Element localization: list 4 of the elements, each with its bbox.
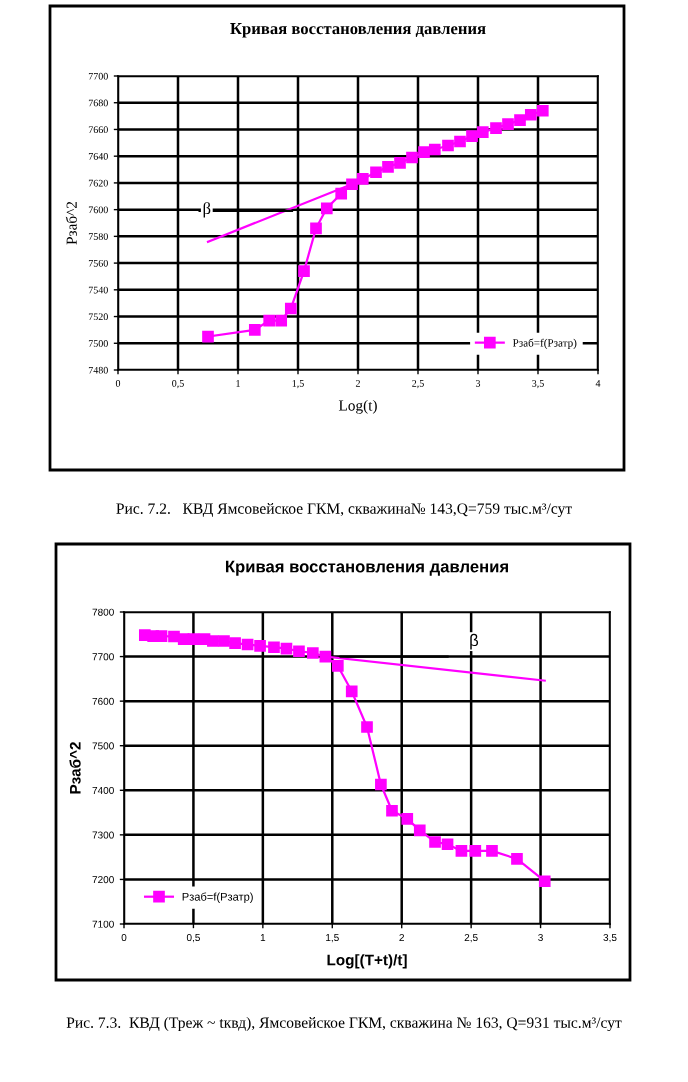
annotation: β	[203, 202, 211, 218]
chart-title: Кривая восстановления давления	[225, 560, 508, 576]
chart-title: Кривая восстановления давления	[230, 23, 486, 38]
annotation: β	[470, 633, 479, 650]
